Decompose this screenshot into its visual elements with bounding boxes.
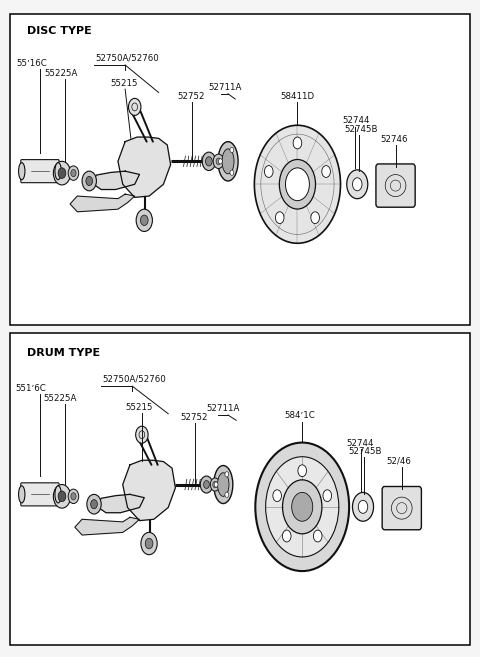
Text: 55215: 55215: [125, 403, 153, 412]
Text: 55225A: 55225A: [44, 394, 77, 403]
Ellipse shape: [19, 486, 25, 503]
Circle shape: [91, 499, 97, 509]
Ellipse shape: [214, 466, 233, 503]
Circle shape: [82, 171, 96, 191]
Text: 55215: 55215: [111, 79, 138, 88]
Circle shape: [145, 538, 153, 549]
Text: DRUM TYPE: DRUM TYPE: [27, 348, 100, 358]
Circle shape: [352, 492, 373, 521]
Ellipse shape: [222, 149, 234, 173]
Text: 55225A: 55225A: [45, 69, 78, 78]
Polygon shape: [75, 517, 140, 535]
Text: 584ʼ1C: 584ʼ1C: [284, 411, 315, 420]
Text: 55ʼ16C: 55ʼ16C: [16, 58, 47, 68]
Circle shape: [136, 209, 153, 231]
Circle shape: [205, 157, 212, 166]
Circle shape: [68, 166, 79, 180]
Circle shape: [225, 472, 229, 477]
Text: 52745B: 52745B: [344, 125, 378, 135]
Circle shape: [210, 478, 220, 491]
Circle shape: [68, 489, 79, 503]
Circle shape: [202, 152, 216, 171]
Circle shape: [254, 125, 340, 243]
Text: 52746: 52746: [381, 135, 408, 144]
Text: 551ʼ6C: 551ʼ6C: [15, 384, 46, 393]
Circle shape: [136, 426, 148, 443]
Circle shape: [71, 493, 76, 500]
FancyBboxPatch shape: [10, 14, 470, 325]
Circle shape: [58, 491, 66, 502]
Circle shape: [86, 176, 93, 185]
Circle shape: [313, 530, 322, 542]
Circle shape: [53, 484, 71, 508]
Circle shape: [200, 476, 213, 493]
Circle shape: [71, 170, 76, 177]
Text: 52750A/52760: 52750A/52760: [96, 53, 159, 62]
Circle shape: [225, 492, 229, 497]
Text: 52745B: 52745B: [348, 447, 382, 456]
Circle shape: [218, 159, 222, 164]
Circle shape: [129, 99, 141, 116]
Circle shape: [213, 154, 224, 169]
Circle shape: [352, 178, 362, 191]
Circle shape: [264, 166, 273, 177]
Circle shape: [279, 160, 315, 209]
Polygon shape: [92, 171, 140, 189]
Circle shape: [286, 168, 310, 200]
Text: 52711A: 52711A: [209, 83, 242, 92]
Circle shape: [298, 465, 307, 476]
Circle shape: [216, 158, 221, 165]
Circle shape: [322, 166, 330, 177]
Circle shape: [347, 170, 368, 198]
FancyBboxPatch shape: [376, 164, 415, 207]
Circle shape: [204, 481, 209, 488]
Circle shape: [265, 457, 339, 557]
FancyBboxPatch shape: [382, 486, 421, 530]
Text: 52711A: 52711A: [206, 404, 240, 413]
Circle shape: [282, 530, 291, 542]
Circle shape: [255, 443, 349, 571]
Polygon shape: [118, 137, 170, 197]
Circle shape: [58, 168, 66, 179]
Text: 52744: 52744: [346, 439, 374, 448]
Text: 52752: 52752: [180, 413, 208, 422]
Ellipse shape: [217, 473, 229, 496]
FancyBboxPatch shape: [21, 160, 59, 183]
Circle shape: [230, 170, 234, 175]
Ellipse shape: [55, 163, 61, 179]
Ellipse shape: [19, 163, 25, 179]
FancyBboxPatch shape: [10, 333, 470, 645]
Circle shape: [230, 147, 234, 152]
Ellipse shape: [218, 142, 238, 181]
Circle shape: [276, 212, 284, 223]
Polygon shape: [96, 494, 144, 512]
Circle shape: [213, 482, 217, 487]
Circle shape: [53, 162, 71, 185]
Text: 58411D: 58411D: [281, 92, 315, 101]
Text: 52750A/52760: 52750A/52760: [103, 374, 167, 384]
FancyBboxPatch shape: [21, 483, 59, 506]
Circle shape: [293, 137, 302, 149]
Polygon shape: [123, 461, 175, 520]
Text: 52744: 52744: [342, 116, 370, 125]
Circle shape: [141, 215, 148, 225]
Circle shape: [141, 532, 157, 555]
Text: 52/46: 52/46: [386, 457, 411, 466]
Text: DISC TYPE: DISC TYPE: [27, 26, 92, 35]
Circle shape: [323, 489, 332, 501]
Circle shape: [283, 480, 322, 533]
Circle shape: [292, 492, 313, 521]
Circle shape: [273, 489, 281, 501]
Polygon shape: [70, 194, 135, 212]
Ellipse shape: [55, 486, 61, 503]
Circle shape: [214, 482, 218, 487]
Circle shape: [87, 494, 101, 514]
Circle shape: [358, 501, 368, 513]
Text: 52752: 52752: [178, 92, 205, 101]
Circle shape: [311, 212, 320, 223]
